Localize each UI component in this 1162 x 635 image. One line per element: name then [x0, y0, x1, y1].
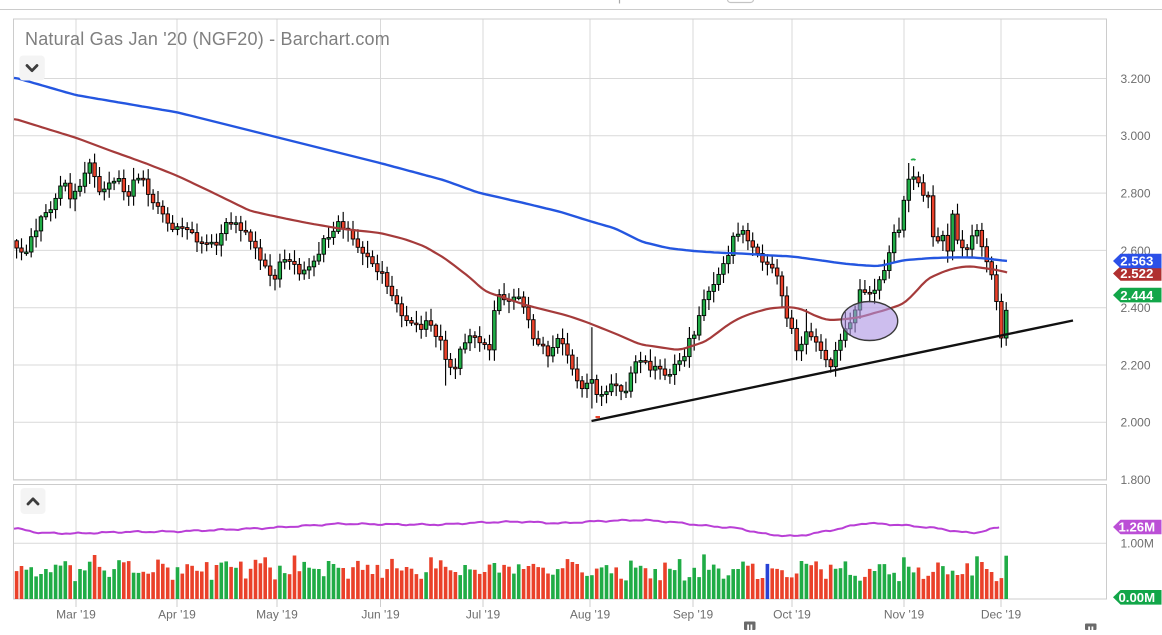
svg-text:2.400: 2.400 — [1121, 301, 1151, 315]
svg-text:1.800: 1.800 — [1121, 473, 1151, 487]
svg-text:Natural Gas Jan '20 (NGF20) -: Natural Gas Jan '20 (NGF20) - Barchart.c… — [25, 29, 390, 49]
svg-text:1.00M: 1.00M — [1121, 537, 1154, 551]
svg-text:Jul '19: Jul '19 — [466, 608, 501, 622]
svg-text:2.522: 2.522 — [1120, 266, 1153, 281]
svg-text:3.200: 3.200 — [1121, 72, 1151, 86]
svg-text:Dec '19: Dec '19 — [981, 608, 1022, 622]
svg-text:Sep '19: Sep '19 — [673, 608, 714, 622]
svg-text:Mar '19: Mar '19 — [56, 608, 96, 622]
svg-text:2.000: 2.000 — [1121, 416, 1151, 430]
svg-text:0.00M: 0.00M — [1118, 590, 1155, 605]
svg-text:2.444: 2.444 — [1120, 288, 1154, 303]
svg-text:1.26M: 1.26M — [1118, 520, 1155, 535]
svg-text:3.000: 3.000 — [1121, 129, 1151, 143]
svg-text:Aug '19: Aug '19 — [570, 608, 611, 622]
svg-text:May '19: May '19 — [256, 608, 298, 622]
svg-text:2.800: 2.800 — [1121, 187, 1151, 201]
svg-text:2.563: 2.563 — [1120, 254, 1153, 269]
svg-text:Nov '19: Nov '19 — [884, 608, 925, 622]
svg-text:2.200: 2.200 — [1121, 358, 1151, 372]
svg-text:Jun '19: Jun '19 — [361, 608, 400, 622]
svg-text:Apr '19: Apr '19 — [158, 608, 196, 622]
svg-text:Oct '19: Oct '19 — [773, 608, 811, 622]
